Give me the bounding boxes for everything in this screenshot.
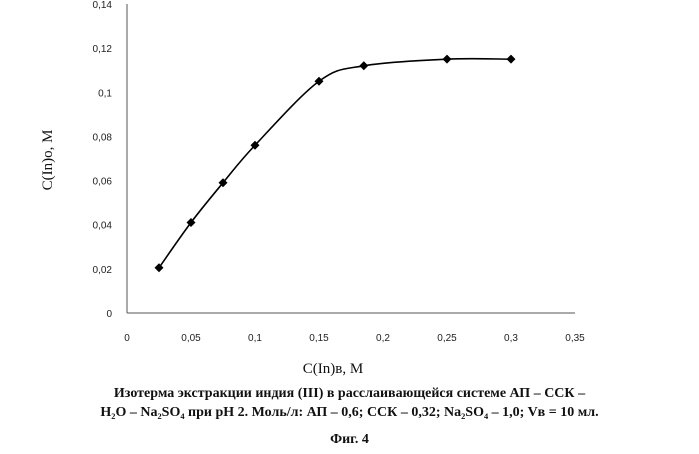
y-tick-label: 0,06 xyxy=(93,177,113,188)
data-point-marker xyxy=(359,61,368,70)
x-tick-label: 0 xyxy=(124,333,130,344)
y-tick-label: 0 xyxy=(106,309,112,320)
y-tick-labels: 0 0,02 0,04 0,06 0,08 0,1 0,12 0,14 xyxy=(93,0,113,320)
series-markers xyxy=(155,55,516,273)
data-point-marker xyxy=(443,55,452,64)
figure-caption-line-2: H₂O – Na₂SO₄ при pH 2. Моль/л: АП – 0,6;… xyxy=(0,405,699,421)
y-tick-label: 0,12 xyxy=(93,44,113,55)
x-tick-label: 0,3 xyxy=(504,333,518,344)
data-point-marker xyxy=(507,55,516,64)
x-tick-label: 0,25 xyxy=(437,333,457,344)
y-tick-label: 0,08 xyxy=(93,132,113,143)
isotherm-chart: 0 0,02 0,04 0,06 0,08 0,1 0,12 0,14 0 0,05 0,1 0,1… xyxy=(0,0,699,380)
figure-number: Фиг. 4 xyxy=(0,432,699,448)
x-axis-title: C(In)в, M xyxy=(303,361,363,377)
y-tick-label: 0,02 xyxy=(93,265,113,276)
y-tick-label: 0,04 xyxy=(93,221,113,232)
x-tick-label: 0,35 xyxy=(565,333,585,344)
series-curve xyxy=(159,59,511,268)
x-tick-label: 0,2 xyxy=(376,333,390,344)
y-axis-title: C(In)о, M xyxy=(40,130,56,191)
y-tick-label: 0,14 xyxy=(93,0,113,11)
x-tick-label: 0,05 xyxy=(181,333,201,344)
x-tick-label: 0,1 xyxy=(248,333,262,344)
x-tick-label: 0,15 xyxy=(309,333,329,344)
x-tick-labels: 0 0,05 0,1 0,15 0,2 0,25 0,3 0,35 xyxy=(124,333,585,344)
y-tick-label: 0,1 xyxy=(98,88,112,99)
figure-caption-line-1: Изотерма экстракции индия (III) в рассла… xyxy=(0,386,699,402)
